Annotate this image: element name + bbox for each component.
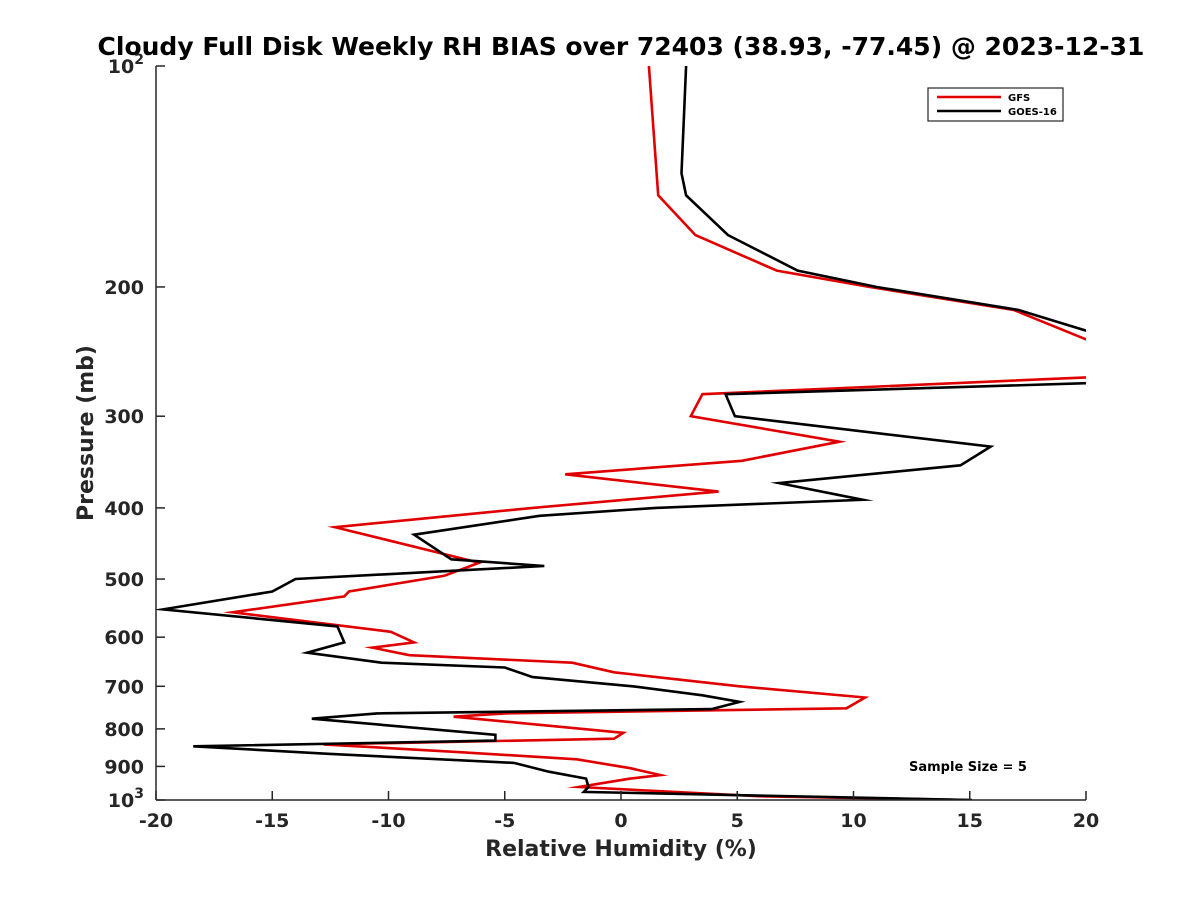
y-tick-label: 200 [104,277,144,299]
legend: GFS GOES-16 [927,87,1064,122]
y-tick-base: 10 [108,790,134,812]
legend-label: GOES-16 [1008,107,1057,118]
x-tick-label: -20 [139,810,173,832]
y-tick-exponent: 2 [134,52,144,68]
y-tick-label: 900 [104,756,144,778]
legend-label: GFS [1008,93,1030,104]
axes-background [156,66,1086,800]
y-axis-label: Pressure (mb) [74,345,99,521]
x-tick-label: 20 [1073,810,1099,832]
x-tick-label: -10 [371,810,405,832]
x-tick-label: -5 [494,810,515,832]
x-axis-label: Relative Humidity (%) [485,837,757,862]
y-tick-label: 103 [108,786,144,812]
x-tick-label: -15 [255,810,289,832]
y-tick-exponent: 3 [134,786,144,802]
y-tick-label: 102 [108,52,144,78]
series-line-gfs [222,66,1086,800]
y-tick-label: 800 [104,719,144,741]
plot-area: -20 -15 -10 -5 0 5 10 15 20 10220030040050060070… [104,52,1099,832]
y-tick-label: 400 [104,498,144,520]
y-tick-label: 500 [104,569,144,591]
x-tick-label: 0 [614,810,627,832]
x-tick-label: 10 [840,810,866,832]
x-tick-label: 15 [957,810,983,832]
x-axis-ticks: -20 -15 -10 -5 0 5 10 15 20 [139,791,1099,832]
chart-title: Cloudy Full Disk Weekly RH BIAS over 724… [98,32,1145,61]
x-tick-label: 5 [731,810,744,832]
y-tick-label: 300 [104,406,144,428]
sample-size-annotation: Sample Size = 5 [909,760,1027,775]
series-line-goes-16 [156,66,1086,800]
y-tick-label: 700 [104,676,144,698]
y-tick-base: 10 [108,56,134,78]
legend-box [927,87,1064,122]
series-layer [156,66,1086,800]
y-tick-label: 600 [104,627,144,649]
